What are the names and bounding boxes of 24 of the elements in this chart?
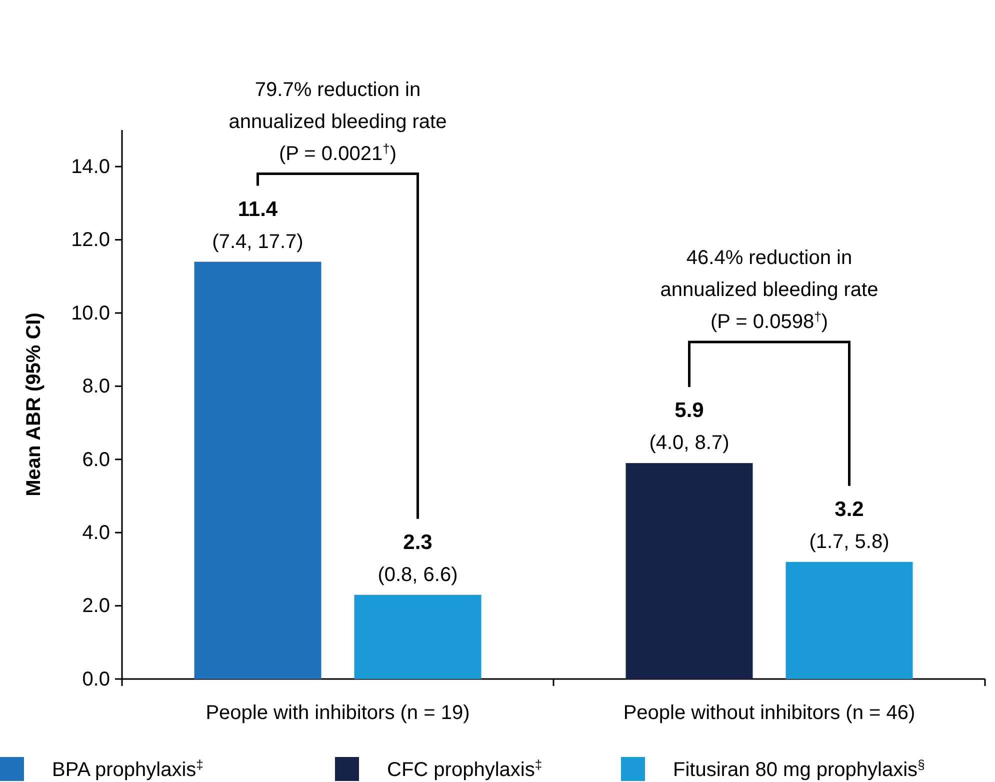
y-tick-label: 10.0: [71, 302, 110, 324]
data-label: 3.2 (1.7, 5.8): [809, 498, 890, 553]
data-label: 11.4 (7.4, 17.7): [212, 198, 304, 253]
y-tick-label: 4.0: [82, 522, 110, 544]
y-tick-label: 8.0: [82, 376, 110, 398]
y-axis-title: Mean ABR (95% CI): [23, 312, 45, 496]
bar: [626, 463, 753, 679]
bar: [354, 594, 482, 679]
data-label: 2.3 (0.8, 6.6): [378, 530, 458, 586]
annotation: 79.7% reduction in annualized bleeding rate (P = 0.0021$^{†}$): [228, 78, 447, 165]
y-tick-label: 14.0: [71, 156, 110, 178]
y-tick-label: 0.0: [82, 668, 110, 690]
y-tick-label: 12.0: [71, 229, 110, 252]
legend-label: Fitusiran 80 mg prophylaxis$^{§}$: [673, 756, 925, 781]
y-tick-label: 6.0: [82, 448, 110, 471]
x-tick-label: People with inhibitors (n = 19): [206, 702, 470, 724]
bar: [194, 262, 322, 679]
bar: [786, 562, 913, 679]
x-tick-label: People without inhibitors (n = 46): [623, 702, 916, 724]
data-label: 5.9 (4.0, 8.7): [649, 399, 730, 454]
legend-label: BPA prophylaxis$^{‡}$: [52, 756, 204, 781]
y-tick-label: 2.0: [82, 595, 110, 618]
legend-label: CFC prophylaxis$^{‡}$: [387, 756, 542, 781]
annotation: 46.4% reduction in annualized bleeding rate (P = 0.0598$^{†}$): [660, 247, 878, 334]
